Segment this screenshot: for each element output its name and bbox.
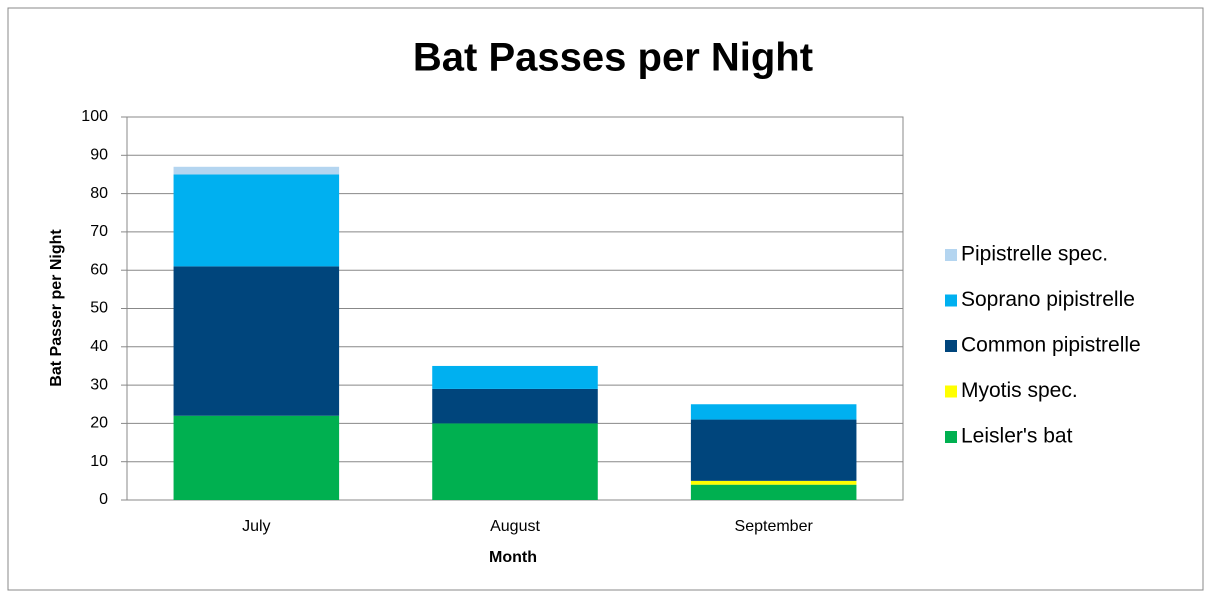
legend-label: Pipistrelle spec. bbox=[961, 243, 1108, 266]
y-tick-label: 30 bbox=[90, 376, 108, 393]
y-tick-label: 50 bbox=[90, 300, 108, 317]
legend-swatch bbox=[945, 385, 957, 398]
bar-segment bbox=[432, 388, 598, 424]
y-tick-label: 60 bbox=[90, 261, 108, 278]
x-tick-label: August bbox=[490, 518, 540, 535]
legend-label: Common pipistrelle bbox=[961, 334, 1141, 357]
y-axis-label: Bat Passer per Night bbox=[48, 229, 65, 387]
bar-segment bbox=[690, 484, 857, 500]
bar-segment bbox=[690, 419, 857, 481]
legend-label: Leisler's bat bbox=[961, 425, 1073, 448]
bar-segment bbox=[432, 423, 598, 500]
y-tick-label: 70 bbox=[90, 223, 108, 240]
bar-segment bbox=[173, 166, 340, 175]
legend-label: Myotis spec. bbox=[961, 379, 1078, 402]
legend-swatch bbox=[945, 340, 957, 352]
legend-label: Soprano pipistrelle bbox=[961, 288, 1135, 311]
bar-segment bbox=[690, 480, 857, 485]
legend-swatch bbox=[945, 249, 957, 261]
y-tick-label: 20 bbox=[90, 415, 108, 432]
y-tick-label: 90 bbox=[90, 147, 108, 164]
y-tick-label: 100 bbox=[81, 108, 108, 125]
x-axis-label: Month bbox=[489, 549, 537, 566]
chart-title: Bat Passes per Night bbox=[413, 36, 813, 80]
x-tick-label: September bbox=[735, 518, 814, 535]
bar-segment bbox=[432, 365, 598, 389]
y-tick-label: 0 bbox=[99, 491, 108, 508]
y-tick-label: 40 bbox=[90, 338, 108, 355]
x-tick-label: July bbox=[242, 518, 270, 535]
bar-segment bbox=[173, 266, 340, 416]
bar-segment bbox=[690, 404, 857, 420]
bar-segment bbox=[173, 415, 340, 500]
y-tick-label: 10 bbox=[90, 453, 108, 470]
legend-swatch bbox=[945, 431, 957, 443]
legend-swatch bbox=[945, 294, 957, 307]
y-tick-label: 80 bbox=[90, 185, 108, 202]
bar-segment bbox=[173, 174, 340, 267]
